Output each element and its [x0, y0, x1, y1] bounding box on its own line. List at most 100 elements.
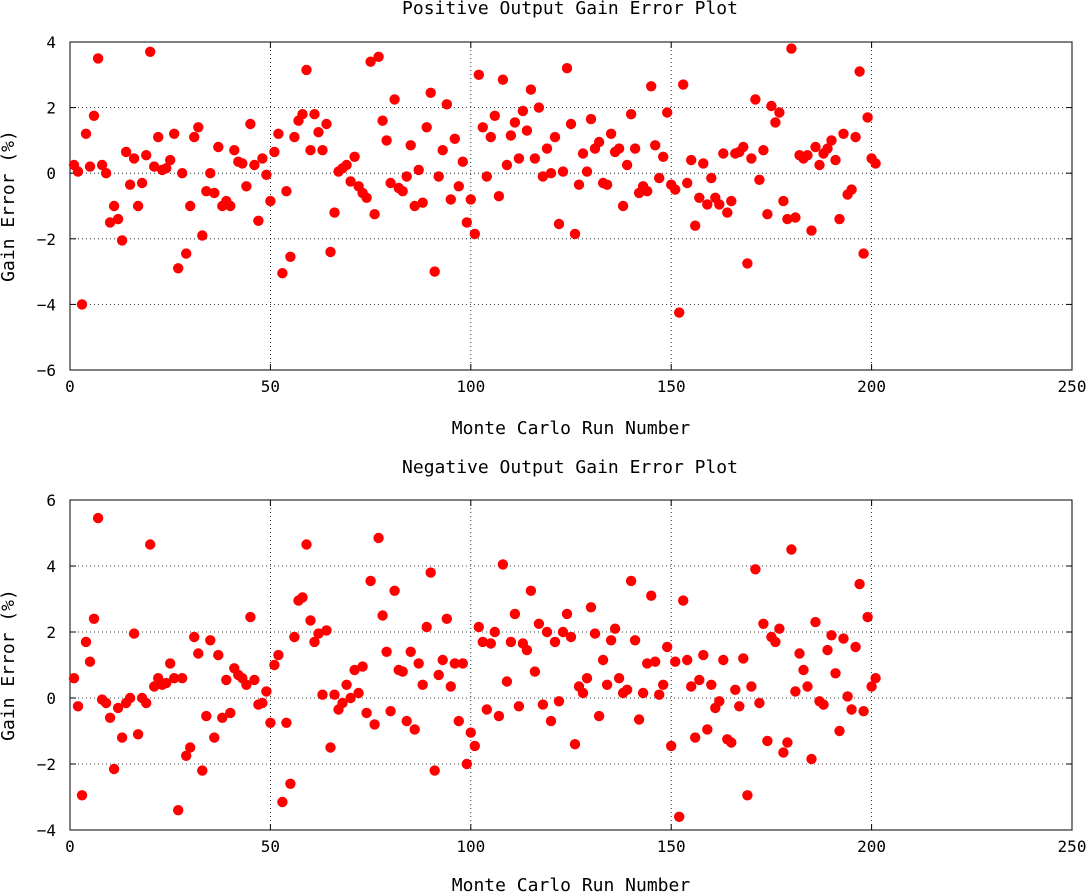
data-point: [678, 595, 689, 606]
data-point: [417, 679, 428, 690]
data-point: [702, 199, 713, 210]
data-point: [181, 248, 192, 259]
data-point: [76, 299, 88, 310]
data-point: [742, 258, 753, 269]
data-point: [850, 641, 861, 653]
data-point: [301, 539, 312, 550]
data-point: [369, 209, 380, 220]
data-point: [561, 62, 573, 74]
data-point: [209, 187, 220, 199]
data-point: [485, 131, 496, 143]
data-point: [305, 615, 316, 626]
data-point: [802, 150, 813, 161]
data-point: [193, 648, 204, 659]
data-point: [629, 635, 641, 646]
data-point: [345, 176, 356, 187]
data-point: [593, 136, 605, 148]
data-point: [341, 679, 352, 690]
data-points: [68, 43, 881, 318]
data-point: [609, 623, 621, 634]
data-point: [493, 191, 505, 202]
data-point: [357, 661, 368, 672]
data-point: [185, 742, 196, 753]
data-point: [309, 109, 320, 120]
data-point: [209, 732, 220, 743]
data-point: [120, 146, 132, 158]
data-point: [132, 729, 144, 740]
data-point: [401, 171, 412, 182]
data-point: [313, 628, 324, 639]
data-point: [517, 105, 529, 117]
data-point: [104, 712, 116, 723]
data-point: [136, 177, 148, 189]
data-point: [838, 633, 849, 644]
data-point: [112, 213, 124, 225]
data-point: [80, 128, 92, 139]
data-point: [850, 131, 861, 143]
data-point: [726, 195, 737, 207]
data-point: [654, 172, 665, 184]
data-point: [790, 212, 801, 223]
data-point: [265, 717, 276, 728]
data-point: [597, 654, 609, 666]
data-point: [505, 636, 517, 648]
data-point: [377, 610, 388, 621]
data-point: [245, 611, 256, 623]
data-point: [181, 750, 192, 761]
data-point: [734, 701, 745, 712]
data-point: [802, 681, 813, 692]
data-point: [301, 64, 312, 76]
data-point: [141, 697, 152, 709]
data-point: [76, 790, 88, 801]
data-point: [870, 158, 881, 169]
positive-gain-error-chart: Positive Output Gain Error Plot 0 50 100 15…: [0, 0, 1086, 439]
data-point: [477, 122, 488, 133]
data-point: [429, 266, 440, 277]
data-point: [846, 184, 857, 195]
axis-ticks: 0 50 100 150 200 250 6 4 2 0 −2 −4: [37, 491, 1087, 856]
data-point: [469, 228, 480, 240]
data-point: [778, 747, 789, 758]
data-point: [273, 128, 284, 139]
plot-frame: [69, 41, 1073, 371]
y-tick-label: 6: [46, 491, 56, 510]
data-point: [581, 673, 593, 684]
data-point: [601, 679, 613, 690]
data-point: [481, 171, 492, 182]
data-point: [742, 790, 753, 801]
data-point: [465, 194, 476, 205]
data-point: [249, 674, 260, 686]
data-point: [854, 578, 865, 590]
data-point: [642, 186, 653, 197]
data-point: [165, 658, 176, 669]
data-point: [613, 673, 625, 684]
data-point: [577, 148, 589, 159]
data-point: [80, 636, 92, 648]
data-point: [353, 687, 364, 699]
chart-title: Negative Output Gain Error Plot: [402, 457, 738, 478]
data-point: [642, 658, 653, 669]
data-point: [449, 658, 460, 669]
data-point: [485, 638, 496, 649]
data-point: [169, 128, 180, 139]
data-point: [798, 664, 809, 676]
data-point: [185, 200, 196, 212]
data-point: [818, 699, 829, 710]
data-point: [513, 153, 525, 164]
data-point: [116, 732, 128, 743]
data-point: [666, 740, 677, 752]
data-point: [650, 140, 661, 151]
data-point: [68, 673, 80, 684]
y-tick-label: −2: [37, 230, 56, 249]
y-tick-label: −4: [37, 295, 56, 314]
data-point: [177, 673, 188, 684]
data-point: [413, 658, 424, 669]
data-point: [128, 153, 140, 164]
data-point: [497, 74, 509, 85]
data-point: [646, 590, 657, 601]
data-point: [153, 131, 164, 143]
data-point: [549, 131, 561, 143]
data-point: [533, 618, 545, 629]
data-point: [317, 689, 328, 700]
